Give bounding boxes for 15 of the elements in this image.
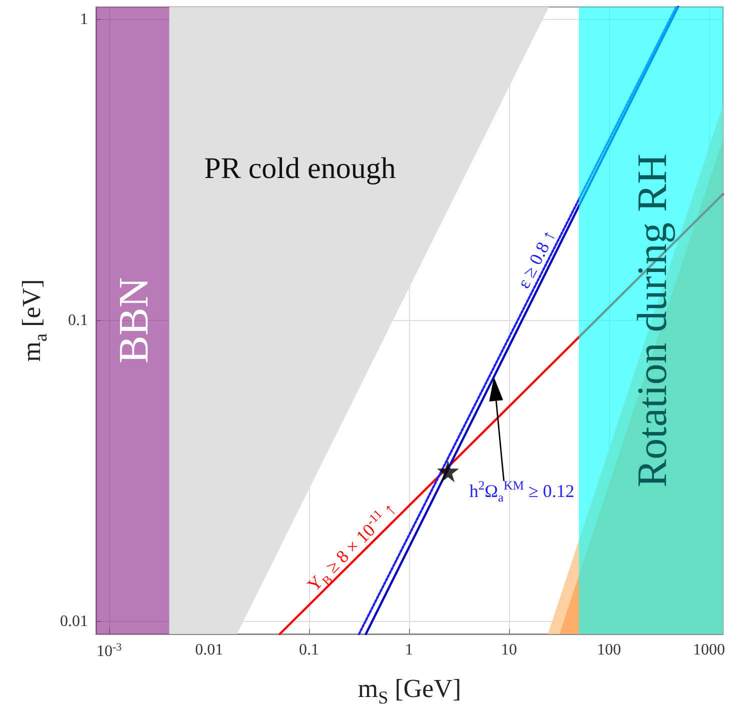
x-tick-label: 1000 (693, 642, 726, 658)
x-tick-label: 0.01 (195, 642, 224, 658)
x-tick-label: 10 (501, 642, 518, 658)
band-label: Rotation during RH (630, 154, 676, 488)
x-tick-label: 100 (597, 642, 622, 658)
y-tick-label: 0.01 (60, 613, 88, 630)
annotation: h$^{2}$Ω$_{a}$$^{KM}$ ≥ 0.12 (469, 478, 574, 504)
x-tick-label: 0.1 (299, 642, 320, 658)
x-axis-title: m$_{S}$ [GeV] (358, 674, 462, 708)
text: ε ≥ 0.8 ↑ (513, 226, 560, 292)
y-tick-label: 0.1 (68, 312, 88, 330)
y-tick-label: 1 (80, 10, 88, 28)
band-label: BBN (112, 277, 158, 364)
annotation: PR cold enough (204, 152, 396, 185)
x-tick-label: 1 (405, 642, 414, 658)
